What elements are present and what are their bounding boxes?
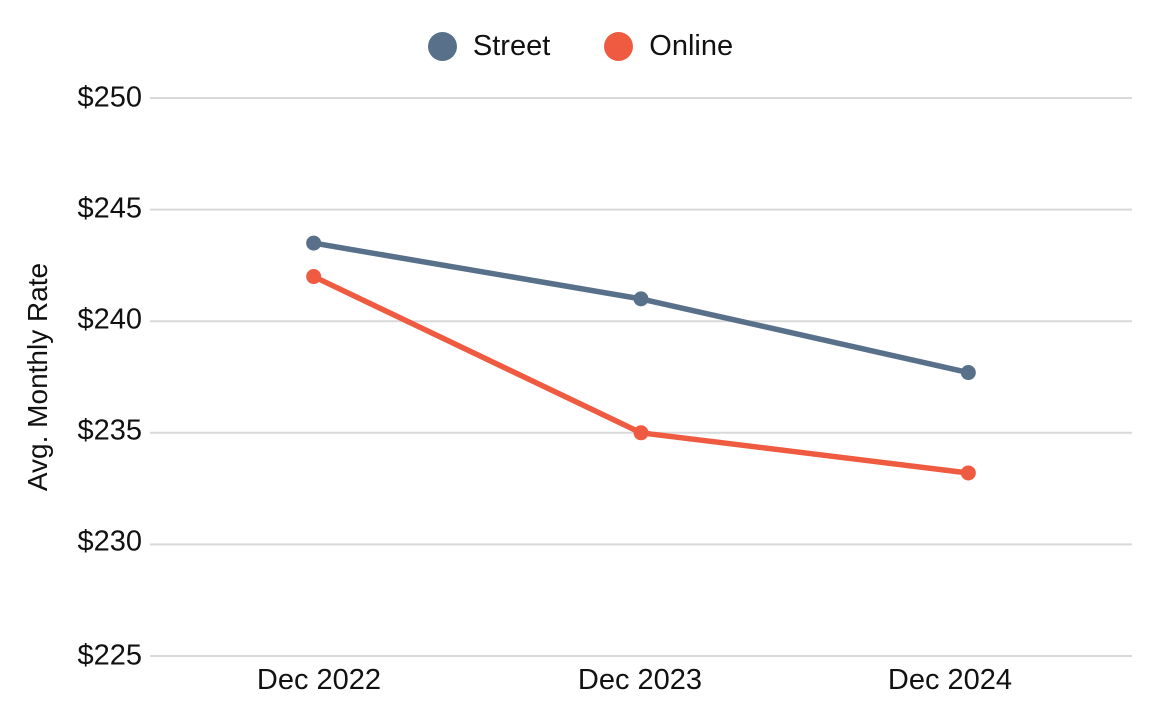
series-line-street <box>310 240 972 376</box>
y-tick-245: $245 <box>77 192 142 225</box>
data-point-street <box>306 235 322 251</box>
legend-swatch-street-icon <box>427 32 457 61</box>
x-tick-dec-2022: Dec 2022 <box>256 664 382 696</box>
legend-item-online: Online <box>604 30 733 63</box>
legend-label-online: Online <box>649 30 734 62</box>
y-tick-225: $225 <box>77 639 142 672</box>
legend-label-street: Street <box>472 30 551 62</box>
chart-legend: Street Online <box>0 30 1161 63</box>
data-point-online <box>960 465 976 481</box>
data-point-street <box>960 365 976 381</box>
y-tick-230: $230 <box>77 525 142 558</box>
y-tick-250: $250 <box>77 81 142 114</box>
x-tick-dec-2023: Dec 2023 <box>577 664 703 696</box>
x-tick-dec-2024: Dec 2024 <box>887 664 1013 696</box>
legend-swatch-online-icon <box>604 32 634 61</box>
data-point-online <box>633 425 649 441</box>
data-point-online <box>306 269 322 285</box>
legend-item-street: Street <box>427 30 551 63</box>
y-tick-235: $235 <box>77 414 142 447</box>
y-tick-240: $240 <box>77 303 142 336</box>
data-point-street <box>633 291 649 307</box>
